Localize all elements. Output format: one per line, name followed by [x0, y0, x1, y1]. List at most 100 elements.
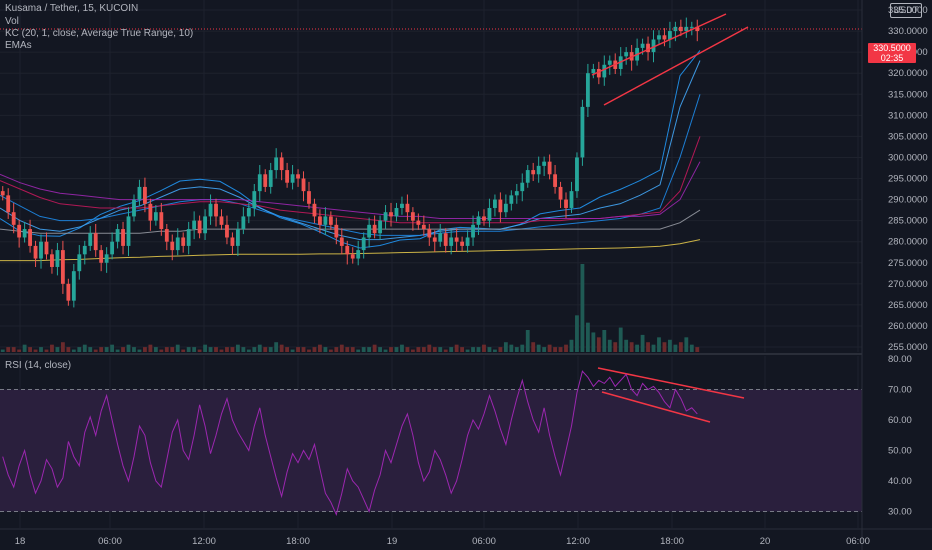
candle-body	[580, 106, 585, 158]
keltner-legend[interactable]: KC (20, 1, close, Average True Range, 10…	[5, 28, 194, 39]
volume-bar	[421, 347, 426, 352]
price-tick-label: 335.0000	[888, 5, 928, 16]
volume-bar	[274, 342, 279, 352]
rsi-axis[interactable]: 80.00 70.00 60.00 50.00 40.00 30.00	[888, 354, 912, 518]
candle-body	[547, 161, 552, 175]
candle-body	[487, 207, 492, 221]
rsi-band	[0, 389, 862, 512]
candle-body	[662, 35, 667, 40]
volume-legend[interactable]: Vol	[5, 16, 19, 27]
candle-body	[482, 216, 486, 221]
candle-body	[334, 224, 339, 238]
candle-body	[607, 60, 612, 65]
volume-bar	[482, 344, 486, 352]
volume-bar	[132, 347, 136, 352]
trendline[interactable]	[601, 391, 711, 423]
volume-bar	[607, 339, 612, 352]
candle-body	[104, 254, 109, 263]
candle-body	[668, 31, 672, 40]
candle-body	[312, 203, 317, 217]
volume-bar	[263, 347, 268, 352]
volume-bar	[635, 344, 640, 352]
volume-bar	[389, 347, 393, 352]
time-axis[interactable]: 18 06:00 12:00 18:00 19 06:00 12:00 18:00 20 06:0…	[15, 536, 870, 547]
volume-bar	[372, 344, 377, 352]
volume-bar	[60, 342, 65, 352]
candle-body	[350, 254, 355, 259]
ema-line	[0, 60, 701, 241]
candle-body	[405, 203, 410, 213]
candle-body	[514, 191, 519, 196]
candle-body	[28, 229, 32, 246]
candle-body	[230, 237, 235, 246]
volume-bar	[673, 344, 678, 352]
rsi-legend[interactable]: RSI (14, close)	[5, 360, 72, 371]
volume-bar	[328, 349, 333, 352]
candle-body	[416, 220, 421, 225]
candle-body	[301, 178, 306, 192]
currency-badge[interactable]: USDT	[890, 3, 922, 18]
candle-body	[367, 224, 372, 238]
price-tick-label: 330.0000	[888, 26, 928, 37]
candle-body	[536, 165, 541, 175]
candle-body	[569, 191, 574, 208]
candle-body	[591, 68, 596, 74]
volume-bar	[350, 347, 355, 352]
candle-body	[542, 161, 547, 166]
candle-body	[465, 237, 470, 246]
candle-body	[99, 250, 104, 263]
volume-bar	[657, 337, 661, 352]
volume-bar	[44, 349, 49, 352]
volume-bar	[121, 347, 125, 352]
candle-body	[498, 199, 503, 213]
candle-body	[318, 216, 322, 225]
volume-bar	[71, 349, 76, 352]
volume-bar	[22, 344, 27, 352]
candle-body	[460, 241, 465, 246]
volume-bar	[514, 347, 519, 352]
candle-body	[640, 43, 645, 48]
trendline[interactable]	[603, 26, 749, 106]
trendline[interactable]	[591, 13, 727, 76]
price-tick-label: 320.0000	[888, 68, 928, 79]
volume-bar	[646, 342, 650, 352]
time-tick-label: 20	[760, 536, 771, 547]
volume-bar	[531, 342, 536, 352]
volume-bar	[400, 344, 404, 352]
volume-bar	[290, 349, 295, 352]
volume-bar	[471, 347, 475, 352]
candle-body	[285, 170, 290, 183]
volume-bar	[39, 347, 43, 352]
candle-body	[143, 186, 147, 204]
price-tick-label: 270.0000	[888, 279, 928, 290]
time-tick-label: 06:00	[846, 536, 870, 547]
candle-body	[268, 170, 273, 187]
candle-body	[246, 207, 251, 217]
volume-bar	[618, 327, 623, 352]
candle-body	[372, 224, 377, 234]
rsi-line	[2, 370, 698, 517]
volume-bar	[66, 347, 71, 352]
candle-body	[356, 250, 361, 259]
candle-body	[290, 174, 295, 183]
candle-body	[126, 216, 131, 246]
candle-body	[175, 237, 180, 251]
trendline[interactable]	[597, 367, 745, 399]
ema-legend[interactable]: EMAs	[5, 40, 32, 51]
symbol-title[interactable]: Kusama / Tether, 15, KUCOIN	[5, 3, 139, 14]
price-tick-label: 265.0000	[888, 300, 928, 311]
candle-body	[252, 191, 257, 208]
candle-body	[646, 43, 650, 53]
candle-body	[44, 241, 49, 255]
candle-body	[235, 229, 240, 246]
candle-body	[531, 170, 536, 175]
countdown-timer: 02:35	[880, 53, 904, 63]
ema-line	[0, 209, 701, 234]
candle-body	[695, 26, 700, 32]
trendlines[interactable]	[591, 13, 749, 423]
candle-body	[214, 203, 218, 217]
time-tick-label: 12:00	[192, 536, 216, 547]
volume-bar	[427, 344, 432, 352]
volume-bar	[613, 342, 618, 352]
